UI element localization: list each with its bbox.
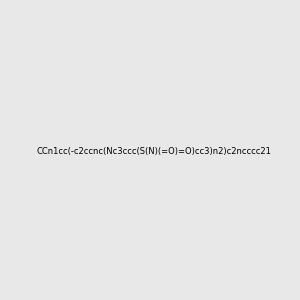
Text: CCn1cc(-c2ccnc(Nc3ccc(S(N)(=O)=O)cc3)n2)c2ncccc21: CCn1cc(-c2ccnc(Nc3ccc(S(N)(=O)=O)cc3)n2)… [36,147,271,156]
